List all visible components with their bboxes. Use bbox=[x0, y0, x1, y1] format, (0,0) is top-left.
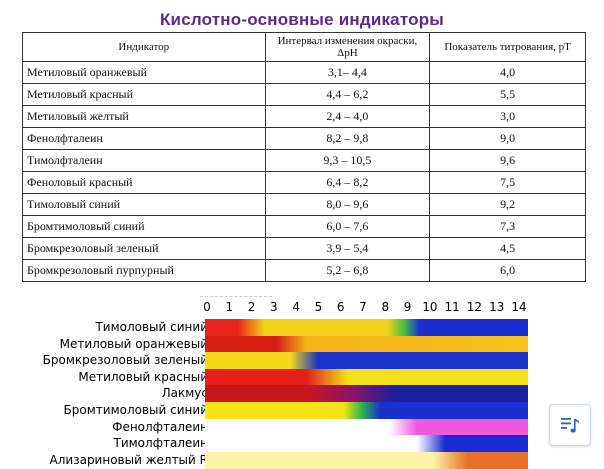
scale-indicator-label: Фенолфталеин bbox=[112, 419, 208, 434]
indicator-name-cell: Бромкрезоловый зеленый bbox=[22, 237, 266, 260]
ph-tick-label: 5 bbox=[314, 300, 323, 314]
indicator-table: Индикатор Интервал изменения окраски, Δp… bbox=[22, 32, 586, 282]
table-row: Бромкрезоловый пурпурный 5,2 – 6,8 6,0 bbox=[22, 259, 586, 282]
ph-tick-label: 4 bbox=[292, 300, 300, 314]
titration-cell: 4,5 bbox=[429, 237, 586, 260]
ph-tick-label: 0 bbox=[203, 300, 211, 314]
ph-tick-label: 6 bbox=[336, 300, 345, 314]
interval-cell: 3,1– 4,4 bbox=[264, 61, 431, 84]
scale-color-bar bbox=[205, 319, 528, 336]
table-row: Метиловый оранжевый 3,1– 4,4 4,0 bbox=[22, 61, 586, 84]
scale-indicator-label: Метиловый оранжевый bbox=[59, 336, 208, 351]
table-row: Метиловый красный 4,4 – 6,2 5,5 bbox=[22, 83, 586, 106]
header-interval: Интервал изменения окраски, ΔpH bbox=[264, 32, 431, 62]
titration-cell: 5,5 bbox=[429, 83, 586, 106]
ph-tick-label: 12 bbox=[466, 300, 483, 314]
scale-color-bar bbox=[205, 385, 528, 403]
page-title: Кислотно-основные индикаторы bbox=[159, 10, 445, 29]
scale-color-bar bbox=[205, 451, 528, 469]
header-indicator: Индикатор bbox=[22, 32, 266, 62]
ph-tick-label: 2 bbox=[247, 300, 256, 314]
indicator-name-cell: Бромтимоловый синий bbox=[22, 215, 266, 238]
table-header-row: Индикатор Интервал изменения окраски, Δp… bbox=[22, 32, 586, 62]
scale-indicator-label: Метиловый красный bbox=[78, 369, 208, 384]
ph-tick-label: 14 bbox=[511, 300, 527, 314]
scale-indicator-label: Бромкрезоловый зеленый bbox=[42, 353, 208, 368]
interval-cell: 4,4 – 6,2 bbox=[264, 83, 431, 106]
titration-cell: 3,0 bbox=[429, 105, 586, 128]
music-list-icon bbox=[561, 418, 579, 433]
ph-tick-label: 13 bbox=[489, 300, 505, 314]
interval-cell: 8,2 – 9,8 bbox=[264, 127, 431, 150]
interval-cell: 6,4 – 8,2 bbox=[264, 171, 431, 194]
indicator-name-cell: Тимолфталеин bbox=[22, 149, 266, 172]
titration-cell: 9,2 bbox=[429, 193, 586, 216]
ph-tick-label: 3 bbox=[270, 300, 278, 314]
table-row: Тимолфталеин 9,3 – 10,5 9,6 bbox=[22, 149, 586, 172]
titration-cell: 4,0 bbox=[429, 61, 586, 84]
indicator-name-cell: Тимоловый синий bbox=[22, 193, 266, 216]
indicator-name-cell: Фенолфталеин bbox=[22, 127, 266, 150]
indicator-name-cell: Феноловый красный bbox=[22, 171, 266, 194]
scale-color-bar bbox=[205, 418, 528, 436]
scale-color-bar bbox=[205, 352, 528, 370]
indicator-name-cell: Метиловый красный bbox=[22, 83, 266, 106]
table-row: Бромтимоловый синий 6,0 – 7,6 7,3 bbox=[22, 215, 586, 238]
scale-indicator-label: Тимолфталеин bbox=[113, 436, 209, 451]
interval-cell: 5,2 – 6,8 bbox=[264, 259, 431, 282]
scale-color-bar bbox=[205, 402, 528, 419]
scale-indicator-label: Лакмус bbox=[161, 386, 208, 401]
interval-cell: 6,0 – 7,6 bbox=[264, 215, 431, 238]
titration-cell: 7,5 bbox=[429, 171, 586, 194]
ph-tick-label: 9 bbox=[403, 300, 412, 314]
ph-tick-label: 11 bbox=[444, 300, 460, 314]
ph-tick-label: 7 bbox=[359, 300, 367, 314]
indicator-name-cell: Метиловый желтый bbox=[22, 105, 266, 128]
header-titration: Показатель титрования, pT bbox=[429, 32, 586, 62]
table-row: Феноловый красный 6,4 – 8,2 7,5 bbox=[22, 171, 586, 194]
titration-cell: 7,3 bbox=[429, 215, 586, 238]
table-row: Бромкрезоловый зеленый 3,9 – 5,4 4,5 bbox=[22, 237, 586, 260]
titration-cell: 9,0 bbox=[429, 127, 586, 150]
titration-cell: 6,0 bbox=[429, 259, 586, 282]
scale-indicator-label: Тимоловый синий bbox=[95, 320, 208, 334]
scale-color-bar bbox=[205, 335, 528, 353]
table-row: Метиловый желтый 2,4 – 4,0 3,0 bbox=[22, 105, 586, 128]
scale-color-bar bbox=[205, 435, 528, 453]
ph-tick-label: 8 bbox=[381, 300, 390, 314]
titration-cell: 9,6 bbox=[429, 149, 586, 172]
interval-cell: 3,9 – 5,4 bbox=[264, 237, 431, 260]
interval-cell: 8,0 – 9,6 bbox=[264, 193, 431, 216]
indicator-name-cell: Метиловый оранжевый bbox=[22, 61, 266, 84]
ph-tick-label: 10 bbox=[422, 300, 438, 314]
table-row: Тимоловый синий 8,0 – 9,6 9,2 bbox=[22, 193, 586, 216]
interval-cell: 2,4 – 4,0 bbox=[264, 105, 431, 128]
indicator-name-cell: Бромкрезоловый пурпурный bbox=[22, 259, 266, 282]
interval-cell: 9,3 – 10,5 bbox=[264, 149, 431, 172]
scale-color-bar bbox=[205, 368, 528, 386]
ph-tick-label: 1 bbox=[225, 300, 234, 314]
ph-color-scale: 0 1 2 3 4 5 6 7 8 9 10 11 12 13 14 Тимоловый синий Метил… bbox=[0, 300, 540, 469]
divider bbox=[200, 296, 272, 298]
music-button[interactable] bbox=[549, 404, 591, 446]
table-row: Фенолфталеин 8,2 – 9,8 9,0 bbox=[22, 127, 586, 150]
scale-indicator-label: Бромтимоловый синий bbox=[63, 403, 208, 417]
